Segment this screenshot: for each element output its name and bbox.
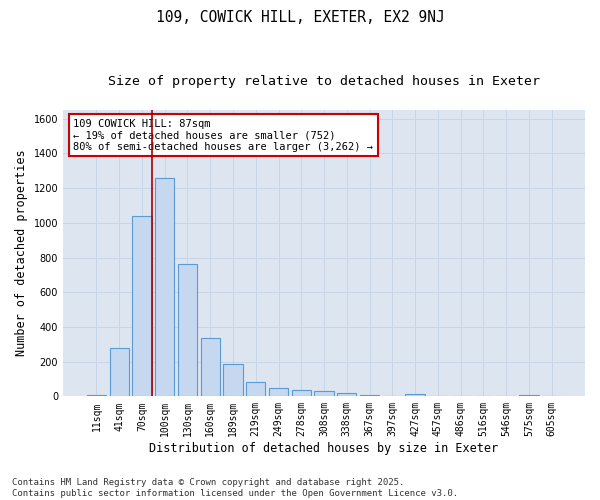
- Bar: [178, 264, 197, 396]
- Title: Size of property relative to detached houses in Exeter: Size of property relative to detached ho…: [108, 75, 540, 88]
- X-axis label: Distribution of detached houses by size in Exeter: Distribution of detached houses by size …: [149, 442, 499, 455]
- Y-axis label: Number of detached properties: Number of detached properties: [15, 150, 28, 356]
- Bar: [337, 393, 356, 396]
- Bar: [406, 394, 425, 396]
- Text: 109 COWICK HILL: 87sqm
← 19% of detached houses are smaller (752)
80% of semi-de: 109 COWICK HILL: 87sqm ← 19% of detached…: [73, 118, 373, 152]
- Bar: [292, 390, 311, 396]
- Bar: [223, 364, 242, 396]
- Text: Contains HM Land Registry data © Crown copyright and database right 2025.
Contai: Contains HM Land Registry data © Crown c…: [12, 478, 458, 498]
- Text: 109, COWICK HILL, EXETER, EX2 9NJ: 109, COWICK HILL, EXETER, EX2 9NJ: [155, 10, 445, 25]
- Bar: [360, 394, 379, 396]
- Bar: [155, 178, 175, 396]
- Bar: [246, 382, 265, 396]
- Bar: [200, 338, 220, 396]
- Bar: [314, 392, 334, 396]
- Bar: [87, 395, 106, 396]
- Bar: [519, 395, 539, 396]
- Bar: [269, 388, 288, 396]
- Bar: [132, 216, 152, 396]
- Bar: [110, 348, 129, 397]
